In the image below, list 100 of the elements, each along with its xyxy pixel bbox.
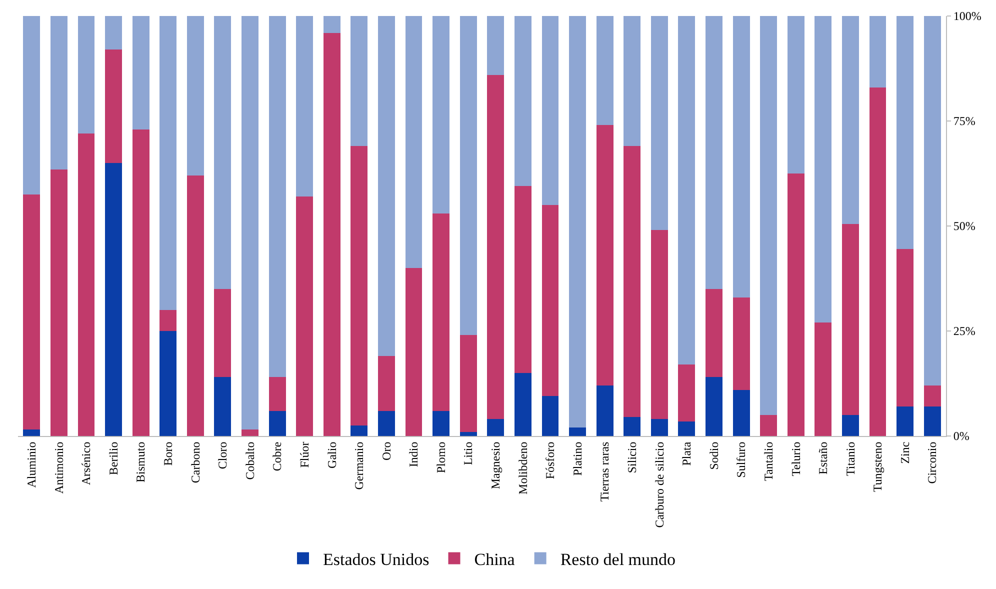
x-tick-label: Antimonio <box>52 442 66 494</box>
bar <box>268 410 286 436</box>
bar <box>624 417 641 436</box>
legend-label: China <box>474 550 516 569</box>
bar <box>132 16 150 130</box>
bar <box>514 373 532 436</box>
bar <box>242 16 258 430</box>
bar <box>842 16 859 224</box>
bar <box>378 356 395 411</box>
bar <box>842 224 859 415</box>
bar <box>706 377 722 436</box>
bar <box>924 386 941 407</box>
bar <box>460 335 477 432</box>
x-tick-label: Cobre <box>270 442 284 472</box>
bar <box>650 16 668 230</box>
bar <box>596 386 614 436</box>
bar <box>50 169 68 436</box>
bar <box>268 377 286 411</box>
bar <box>23 430 40 436</box>
x-tick-label: Berilio <box>106 442 120 476</box>
bar <box>760 16 778 415</box>
bar <box>105 50 122 163</box>
x-tick-label: Titanio <box>843 442 858 476</box>
bar <box>432 410 450 436</box>
bar <box>405 268 422 436</box>
bar <box>732 390 750 436</box>
x-tick-label: Bismuto <box>134 442 148 482</box>
bar <box>596 16 614 126</box>
bar <box>514 16 532 186</box>
bar <box>214 289 232 378</box>
bar <box>542 205 559 396</box>
bar <box>323 32 340 436</box>
bar <box>678 16 696 365</box>
bar <box>869 87 886 436</box>
bar <box>706 16 722 289</box>
x-tick-label: Boro <box>161 442 176 466</box>
bar <box>432 213 450 411</box>
x-tick-label: Cloro <box>216 442 230 470</box>
bar <box>296 196 314 436</box>
bar <box>896 406 914 436</box>
x-tick-label: Telurio <box>788 442 803 476</box>
bar <box>432 16 450 214</box>
bar <box>350 16 368 146</box>
bar <box>78 16 95 134</box>
x-tick-label: Zinc <box>898 442 912 464</box>
bar <box>814 322 832 436</box>
bar <box>650 419 668 436</box>
x-tick-label: Carburo de silicio <box>652 442 666 528</box>
x-tick-label: Flúor <box>297 442 312 468</box>
bar <box>350 426 368 436</box>
bar <box>924 16 941 386</box>
legend-label: Estados Unidos <box>323 550 430 569</box>
x-tick-label: Aluminio <box>24 442 39 488</box>
x-tick-label: Magnesio <box>488 442 503 490</box>
bar <box>50 16 68 170</box>
bar <box>787 16 804 174</box>
bar <box>760 415 778 436</box>
x-tick-label: Sodio <box>706 442 721 470</box>
x-tick-label: Germanio <box>352 442 366 490</box>
x-tick-label: Tantalio <box>761 442 776 481</box>
bar <box>650 230 668 420</box>
y-tick-label: 0% <box>953 429 970 444</box>
bar <box>732 16 750 298</box>
bar <box>678 364 696 422</box>
x-tick-label: Tierras raras <box>598 441 612 502</box>
x-tick-label: Litio <box>461 442 476 466</box>
bar <box>378 410 395 436</box>
bar <box>186 16 204 176</box>
bar <box>214 377 232 436</box>
bar <box>487 16 504 75</box>
bar <box>160 331 177 436</box>
bar <box>105 163 122 436</box>
bar <box>624 146 641 418</box>
bar <box>268 16 286 378</box>
bar <box>460 16 477 336</box>
bar <box>487 419 504 436</box>
bar <box>160 16 177 310</box>
bar <box>405 16 422 268</box>
x-tick-label: Plata <box>680 441 694 466</box>
x-tick-label: Galio <box>324 442 339 468</box>
bar <box>596 125 614 386</box>
x-tick-label: Tungsteno <box>870 442 885 492</box>
bar <box>569 16 586 428</box>
bar <box>869 16 886 88</box>
bar <box>378 16 395 356</box>
y-tick-label: 25% <box>953 324 976 338</box>
y-tick-label: 50% <box>953 219 976 234</box>
x-tick-label: Indio <box>406 442 421 468</box>
bar <box>542 16 559 205</box>
bar <box>160 310 177 331</box>
bar <box>242 430 258 436</box>
x-tick-label: Cobalto <box>242 442 257 480</box>
x-tick-label: Molibdeno <box>516 442 530 494</box>
bar <box>23 194 40 430</box>
bar <box>78 134 95 436</box>
legend-label: Resto del mundo <box>560 550 676 569</box>
x-tick-label: Circonio <box>925 442 940 484</box>
x-tick-label: Estaño <box>816 442 830 474</box>
y-tick-label: 75% <box>953 114 976 128</box>
bar <box>787 174 804 436</box>
